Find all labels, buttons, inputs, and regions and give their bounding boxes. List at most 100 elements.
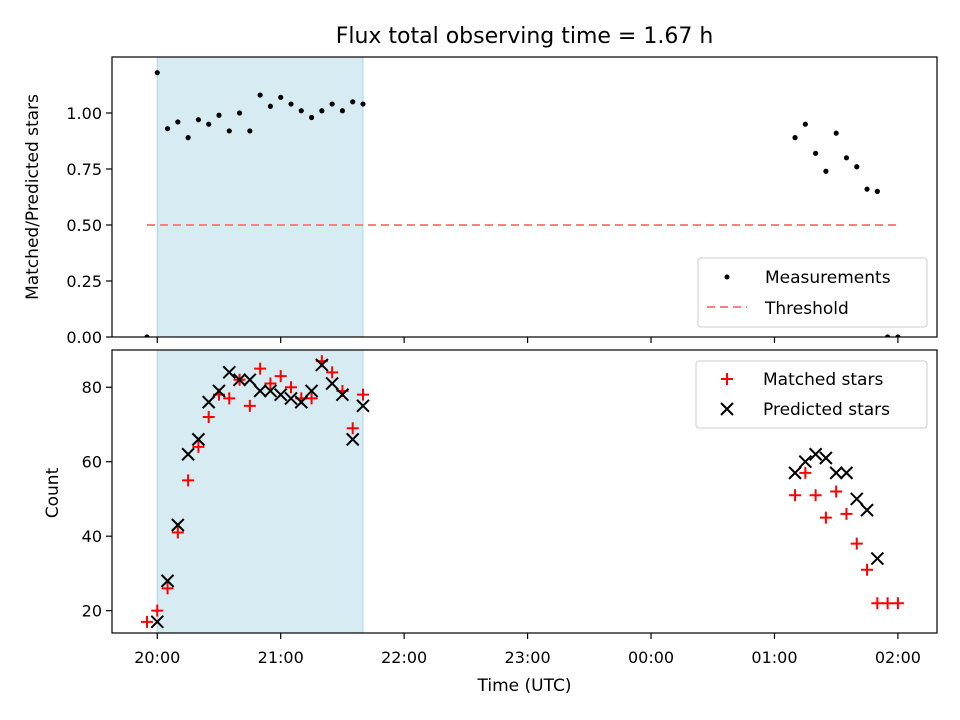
predicted-stars-point xyxy=(181,447,195,461)
measurements-point xyxy=(350,99,356,105)
x-axis-label: Time (UTC) xyxy=(477,676,572,696)
top-panel: 0.00 0.25 0.50 0.75 1.00 Flux total observin… xyxy=(23,24,938,347)
measurements-point xyxy=(247,128,253,134)
legend-measurements-label: Measurements xyxy=(765,268,891,288)
measurements-point xyxy=(885,334,891,337)
legend-matched-marker xyxy=(721,373,733,385)
matched-stars-point xyxy=(830,485,843,498)
measurements-point xyxy=(895,334,901,337)
predicted-stars-point xyxy=(870,551,885,566)
predicted-stars-point xyxy=(212,384,226,398)
predicted-stars-point xyxy=(829,466,843,480)
measurements-point xyxy=(267,103,274,109)
predicted-stars-point xyxy=(253,384,267,398)
chart-title: Flux total observing time = 1.67 h xyxy=(336,24,714,49)
observing-span xyxy=(156,350,364,633)
matched-stars-point xyxy=(850,537,863,550)
measurements-point xyxy=(278,94,284,100)
measurements-point xyxy=(823,168,829,174)
measurements-point xyxy=(298,108,304,114)
matched-stars-point xyxy=(789,489,802,502)
measurements-point xyxy=(792,135,798,141)
legend-matched-label: Matched stars xyxy=(763,370,883,390)
matched-stars-point xyxy=(891,597,904,610)
y-tick-label: 1.00 xyxy=(66,104,102,123)
measurements-point xyxy=(164,126,171,132)
matched-stars-point xyxy=(264,377,277,390)
measurements-point xyxy=(216,112,222,118)
measurements-point xyxy=(813,150,819,156)
measurements-point xyxy=(339,108,346,114)
x-tick-label: 02:00 xyxy=(875,648,921,667)
predicted-stars-point xyxy=(860,503,874,517)
measurements-point xyxy=(854,164,860,170)
x-tick-label: 01:00 xyxy=(751,648,797,667)
measurements-point xyxy=(257,92,263,98)
bottom-y-axis-label: Count xyxy=(43,467,63,518)
y-tick-label: 0.50 xyxy=(66,216,102,235)
measurements-point xyxy=(195,117,202,123)
matched-stars-point xyxy=(161,582,174,595)
x-tick-label: 00:00 xyxy=(628,648,674,667)
top-axes-frame xyxy=(111,56,938,338)
predicted-stars-point xyxy=(819,451,833,465)
predicted-stars-point xyxy=(315,358,329,372)
predicted-stars-point xyxy=(294,395,308,409)
measurements-point xyxy=(288,101,294,107)
matched-stars-point xyxy=(346,422,359,435)
predicted-stars-point xyxy=(222,365,236,380)
predicted-stars-point xyxy=(356,399,370,413)
predicted-stars-point xyxy=(788,466,802,480)
matched-stars-point xyxy=(284,381,297,394)
measurements-point xyxy=(360,101,366,107)
y-tick-label: 80 xyxy=(82,378,102,397)
measurements-point xyxy=(308,114,315,121)
matched-stars-point xyxy=(171,526,184,539)
measurements-point xyxy=(864,186,870,192)
bottom-legend: Matched stars Predicted stars xyxy=(695,360,928,429)
x-tick-label: 22:00 xyxy=(381,648,427,667)
matched-stars-point xyxy=(254,362,267,375)
measurements-point xyxy=(154,70,160,76)
matched-stars-point xyxy=(305,392,318,405)
predicted-stars-point xyxy=(171,518,185,532)
measurements-point xyxy=(185,135,191,141)
predicted-stars-point xyxy=(263,384,278,398)
matched-stars-point xyxy=(871,597,884,610)
measurements-point xyxy=(319,108,325,114)
predicted-stars-point xyxy=(284,391,298,406)
predicted-stars-point xyxy=(335,387,350,402)
measurements-point xyxy=(226,128,232,134)
measurements-point xyxy=(874,188,880,194)
y-tick-label: 0.75 xyxy=(66,160,102,179)
y-tick-label: 0.25 xyxy=(66,272,102,291)
observing-span xyxy=(156,57,364,337)
predicted-stars-point xyxy=(808,447,823,461)
top-legend-box xyxy=(697,257,928,328)
matched-stars-point xyxy=(840,507,853,520)
matched-stars-point xyxy=(140,615,153,628)
measurements-point xyxy=(329,101,335,107)
predicted-stars-point xyxy=(201,395,216,409)
matched-stars-point xyxy=(819,511,832,524)
measurements-point xyxy=(206,121,212,127)
matched-stars-point xyxy=(326,366,339,379)
predicted-stars-point xyxy=(346,432,360,447)
predicted-stars-point xyxy=(232,373,247,387)
matched-stars-point xyxy=(274,370,287,383)
measurements-point xyxy=(175,119,181,125)
matched-stars-point xyxy=(223,392,236,405)
bottom-legend-box xyxy=(695,360,928,429)
matched-stars-point xyxy=(192,440,205,453)
measurements-point xyxy=(843,155,850,161)
predicted-stars-point xyxy=(273,387,288,402)
measurements-point xyxy=(833,130,839,136)
predicted-stars-point xyxy=(150,615,164,629)
legend-measurements-marker xyxy=(724,274,730,280)
legend-threshold-label: Threshold xyxy=(764,299,849,319)
predicted-stars-point xyxy=(839,466,854,480)
matched-stars-point xyxy=(151,604,164,617)
predicted-stars-point xyxy=(191,432,206,447)
y-tick-label: 60 xyxy=(82,453,102,472)
